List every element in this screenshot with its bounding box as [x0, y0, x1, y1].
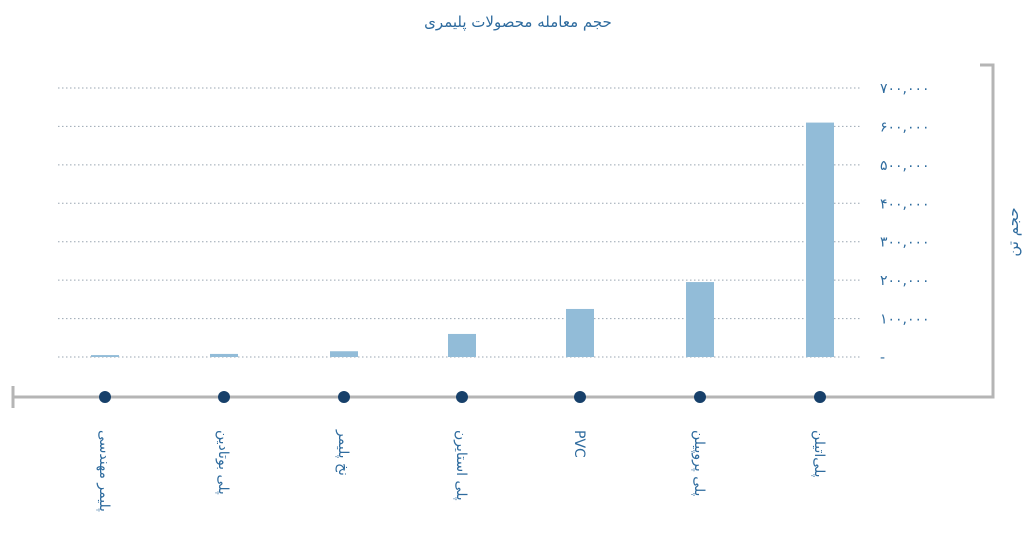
- chart-title: حجم معامله محصولات پلیمری: [424, 13, 612, 32]
- x-tick-label: پلی بوتادین: [215, 430, 231, 495]
- y-tick-label: ۳۰۰,۰۰۰: [880, 235, 930, 251]
- x-tick-label: نخ پلیمر: [335, 429, 351, 476]
- y-tick-label: ۷۰۰,۰۰۰: [880, 81, 930, 97]
- y-tick-label: ۵۰۰,۰۰۰: [880, 158, 930, 174]
- x-tick-label: پلی پروپیلن: [691, 430, 707, 497]
- y-tick-label: ۴۰۰,۰۰۰: [880, 196, 930, 212]
- x-tick-label: پلیمر مهندسی: [96, 430, 112, 512]
- category-marker: [218, 391, 230, 403]
- axis-frame: [13, 63, 995, 399]
- grid-lines: [58, 87, 862, 358]
- y-tick-label: ۶۰۰,۰۰۰: [880, 119, 930, 135]
- category-marker: [694, 391, 706, 403]
- bar: [806, 122, 834, 357]
- x-tick-labels: پلیمر مهندسی پلی بوتادین نخ پلیمر پلی استای…: [96, 429, 827, 512]
- x-tick-label: پلی‌اتیلن: [811, 430, 827, 478]
- category-markers: [99, 391, 826, 403]
- y-tick-label: ۲۰۰,۰۰۰: [880, 273, 930, 289]
- bar: [686, 282, 714, 357]
- category-marker: [456, 391, 468, 403]
- category-marker: [814, 391, 826, 403]
- category-marker: [338, 391, 350, 403]
- bar: [448, 333, 476, 357]
- y-axis-label: حجم تن: [1004, 207, 1022, 256]
- y-tick-labels: - ۱۰۰,۰۰۰ ۲۰۰,۰۰۰ ۳۰۰,۰۰۰ ۴۰۰,۰۰۰ ۵۰۰,۰۰۰ ۶۰۰,…: [880, 81, 930, 366]
- x-tick-label: پلی استایرن: [453, 430, 469, 501]
- bar: [210, 353, 238, 357]
- y-tick-label: -: [880, 350, 885, 366]
- x-tick-label: PVC: [571, 430, 587, 458]
- y-tick-label: ۱۰۰,۰۰۰: [880, 312, 930, 328]
- bars: [91, 122, 834, 357]
- category-marker: [574, 391, 586, 403]
- bar: [566, 308, 594, 357]
- bar: [91, 355, 119, 357]
- bar: [330, 351, 358, 357]
- category-marker: [99, 391, 111, 403]
